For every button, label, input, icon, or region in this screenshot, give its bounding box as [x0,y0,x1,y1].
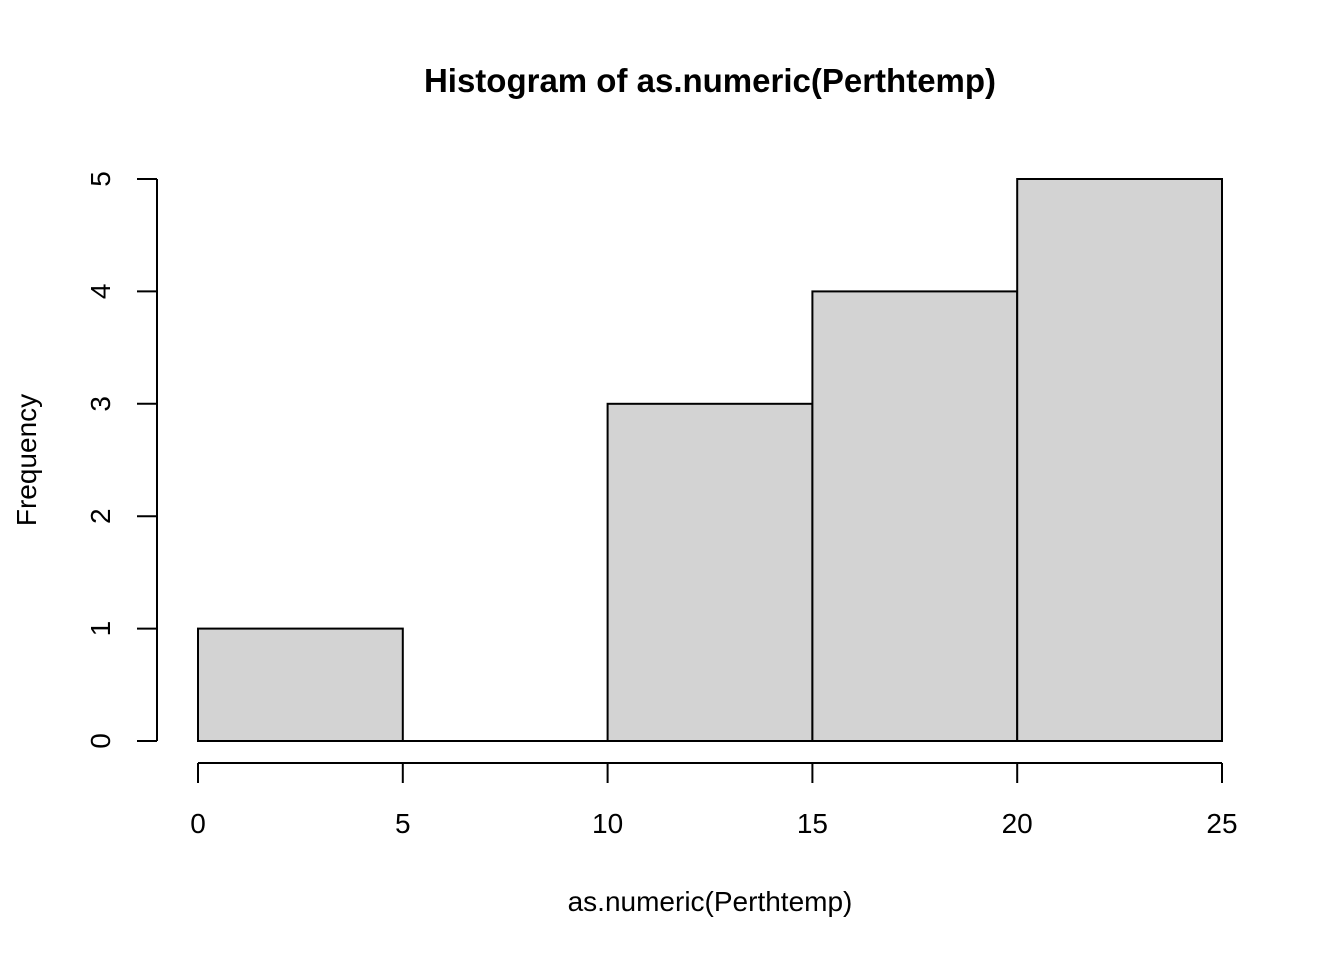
y-axis: 0 1 2 3 4 5 [85,171,158,749]
y-tick-label: 1 [85,621,116,637]
x-axis-label: as.numeric(Perthtemp) [568,886,853,917]
y-tick-label: 2 [85,508,116,524]
x-tick-label: 15 [797,808,828,839]
x-tick-label: 5 [395,808,411,839]
x-tick-label: 0 [190,808,206,839]
x-tick-label: 20 [1002,808,1033,839]
bars-group [197,178,1224,742]
x-axis: 0 5 10 15 20 25 [190,762,1238,839]
x-tick-label: 10 [592,808,623,839]
y-tick-label: 5 [85,171,116,187]
histogram-bar-4 [1016,178,1224,742]
y-tick-label: 4 [85,284,116,300]
y-axis-label: Frequency [11,394,42,526]
x-tick-label: 25 [1206,808,1237,839]
y-tick-label: 3 [85,396,116,412]
chart-title: Histogram of as.numeric(Perthtemp) [424,62,996,99]
histogram-bar-2 [606,402,814,742]
histogram-bar-0 [197,627,404,742]
histogram-bar-3 [811,290,1019,742]
y-tick-label: 0 [85,733,116,749]
